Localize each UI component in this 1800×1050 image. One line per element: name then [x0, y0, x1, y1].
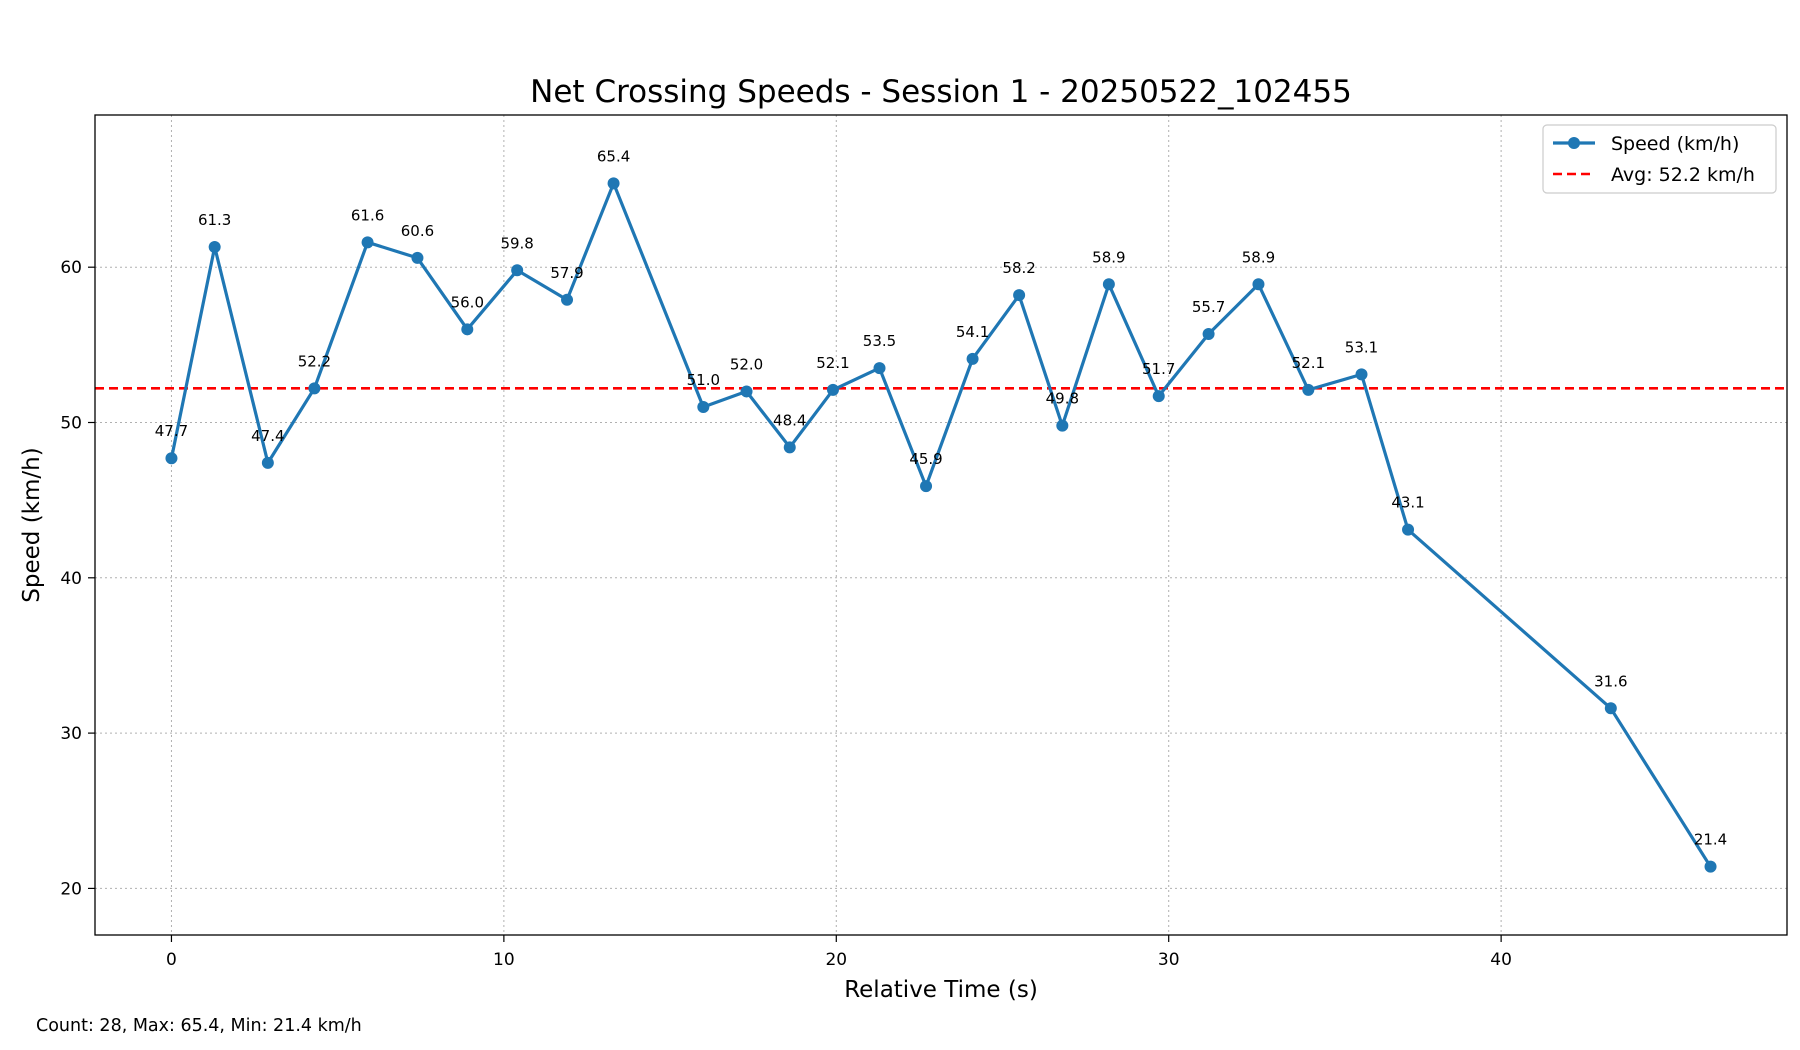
data-point [511, 264, 524, 277]
y-tick-label: 40 [60, 569, 82, 589]
data-point [873, 362, 886, 375]
data-label: 51.0 [687, 371, 720, 389]
data-point [783, 441, 796, 454]
data-label: 54.1 [956, 323, 989, 341]
data-label: 61.3 [198, 211, 231, 229]
data-point [607, 177, 620, 190]
data-point [826, 383, 839, 396]
data-point [1604, 702, 1617, 715]
x-tick-label: 40 [1490, 950, 1512, 970]
legend-speed-marker [1568, 137, 1580, 149]
data-point [165, 452, 178, 465]
data-label: 61.6 [351, 206, 384, 224]
data-labels: 47.7 61.3 47.4 52.2 61.6 60.6 56.0 59.8 57.9 65.4… [155, 147, 1727, 848]
data-point [1102, 278, 1115, 291]
data-label: 45.9 [909, 450, 942, 468]
data-point [1013, 289, 1026, 302]
data-point [561, 293, 574, 306]
y-tick-label: 30 [60, 724, 82, 744]
data-point [208, 241, 221, 254]
y-axis-ticks: 20 30 40 50 60 [60, 258, 95, 899]
data-point [261, 456, 274, 469]
y-axis-label: Speed (km/h) [19, 447, 45, 602]
data-point [461, 323, 474, 336]
data-point [740, 385, 753, 398]
data-label: 56.0 [451, 293, 484, 311]
chart-title: Net Crossing Speeds - Session 1 - 202505… [530, 74, 1352, 110]
data-point [966, 352, 979, 365]
data-label: 65.4 [597, 147, 630, 165]
data-point [1202, 327, 1215, 340]
data-point [920, 480, 933, 493]
data-point [1704, 860, 1717, 873]
y-tick-label: 50 [60, 414, 82, 434]
speed-series-line [169, 181, 1712, 868]
data-label: 58.2 [1002, 259, 1035, 277]
x-axis-ticks: 0 10 20 30 40 [166, 935, 1512, 970]
y-tick-label: 60 [60, 258, 82, 278]
legend-avg-label: Avg: 52.2 km/h [1611, 164, 1755, 186]
data-label: 53.5 [863, 332, 896, 350]
data-label: 52.1 [816, 354, 849, 372]
data-point [361, 236, 374, 249]
x-tick-label: 10 [493, 950, 515, 970]
data-point [308, 382, 321, 395]
data-label: 58.9 [1092, 248, 1125, 266]
series-layer [165, 177, 1717, 873]
x-tick-label: 0 [166, 950, 177, 970]
data-point [1302, 383, 1315, 396]
data-label: 51.7 [1142, 360, 1175, 378]
x-tick-label: 30 [1158, 950, 1180, 970]
stats-footer: Count: 28, Max: 65.4, Min: 21.4 km/h [36, 1016, 362, 1036]
data-point [1252, 278, 1265, 291]
data-point [1402, 523, 1415, 536]
data-point [697, 400, 710, 413]
data-point [1056, 419, 1069, 432]
data-label: 52.2 [298, 352, 331, 370]
data-label: 48.4 [773, 411, 806, 429]
data-label: 59.8 [500, 234, 533, 252]
data-label: 53.1 [1345, 338, 1378, 356]
data-point [411, 251, 424, 264]
data-label: 58.9 [1242, 248, 1275, 266]
data-label: 57.9 [550, 264, 583, 282]
legend-box [1542, 124, 1777, 194]
data-point [1355, 368, 1368, 381]
data-label: 52.1 [1292, 354, 1325, 372]
data-label: 55.7 [1192, 298, 1225, 316]
data-label: 47.7 [155, 422, 188, 440]
legend-speed-label: Speed (km/h) [1611, 133, 1739, 155]
y-tick-label: 20 [60, 879, 82, 899]
data-point [1152, 390, 1165, 403]
x-axis-label: Relative Time (s) [844, 977, 1038, 1003]
data-label: 31.6 [1594, 672, 1627, 690]
data-label: 52.0 [730, 355, 763, 373]
data-label: 47.4 [251, 427, 284, 445]
legend: Speed (km/h) Avg: 52.2 km/h [1542, 124, 1777, 194]
plot-frame [94, 114, 1788, 936]
data-label: 60.6 [401, 222, 434, 240]
x-tick-label: 20 [825, 950, 847, 970]
data-label: 43.1 [1391, 494, 1424, 512]
data-label: 21.4 [1694, 831, 1727, 849]
data-label: 49.8 [1046, 390, 1079, 408]
grid [95, 115, 1787, 935]
